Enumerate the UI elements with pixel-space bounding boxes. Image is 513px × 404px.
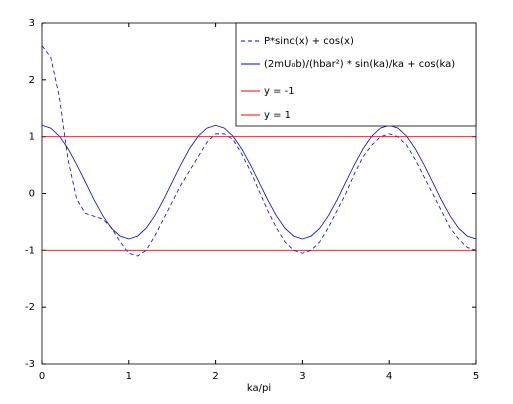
legend-label: y = -1 bbox=[264, 86, 295, 97]
x-tick-label: 5 bbox=[473, 371, 479, 382]
x-tick-label: 1 bbox=[126, 371, 132, 382]
series-line bbox=[41, 45, 477, 257]
y-tick-label: 0 bbox=[29, 189, 35, 200]
legend-label: y = 1 bbox=[264, 110, 291, 121]
x-tick-label: 3 bbox=[299, 371, 305, 382]
legend-label: P*sinc(x) + cos(x) bbox=[264, 36, 354, 47]
legend-box bbox=[235, 22, 477, 127]
y-tick-label: -3 bbox=[25, 359, 35, 370]
y-tick-label: 2 bbox=[29, 75, 35, 86]
y-tick-label: -2 bbox=[25, 302, 35, 313]
series-line bbox=[41, 124, 477, 240]
x-tick-label: 2 bbox=[212, 371, 218, 382]
x-axis-label: ka/pi bbox=[247, 383, 271, 394]
legend-label: (2mU₀b)/(hbar²) * sin(ka)/ka + cos(ka) bbox=[264, 59, 455, 70]
x-tick-label: 4 bbox=[386, 371, 392, 382]
y-tick-label: 1 bbox=[29, 132, 35, 143]
y-tick-label: -1 bbox=[25, 245, 35, 256]
x-tick-label: 0 bbox=[39, 371, 45, 382]
y-tick-label: 3 bbox=[29, 18, 35, 29]
